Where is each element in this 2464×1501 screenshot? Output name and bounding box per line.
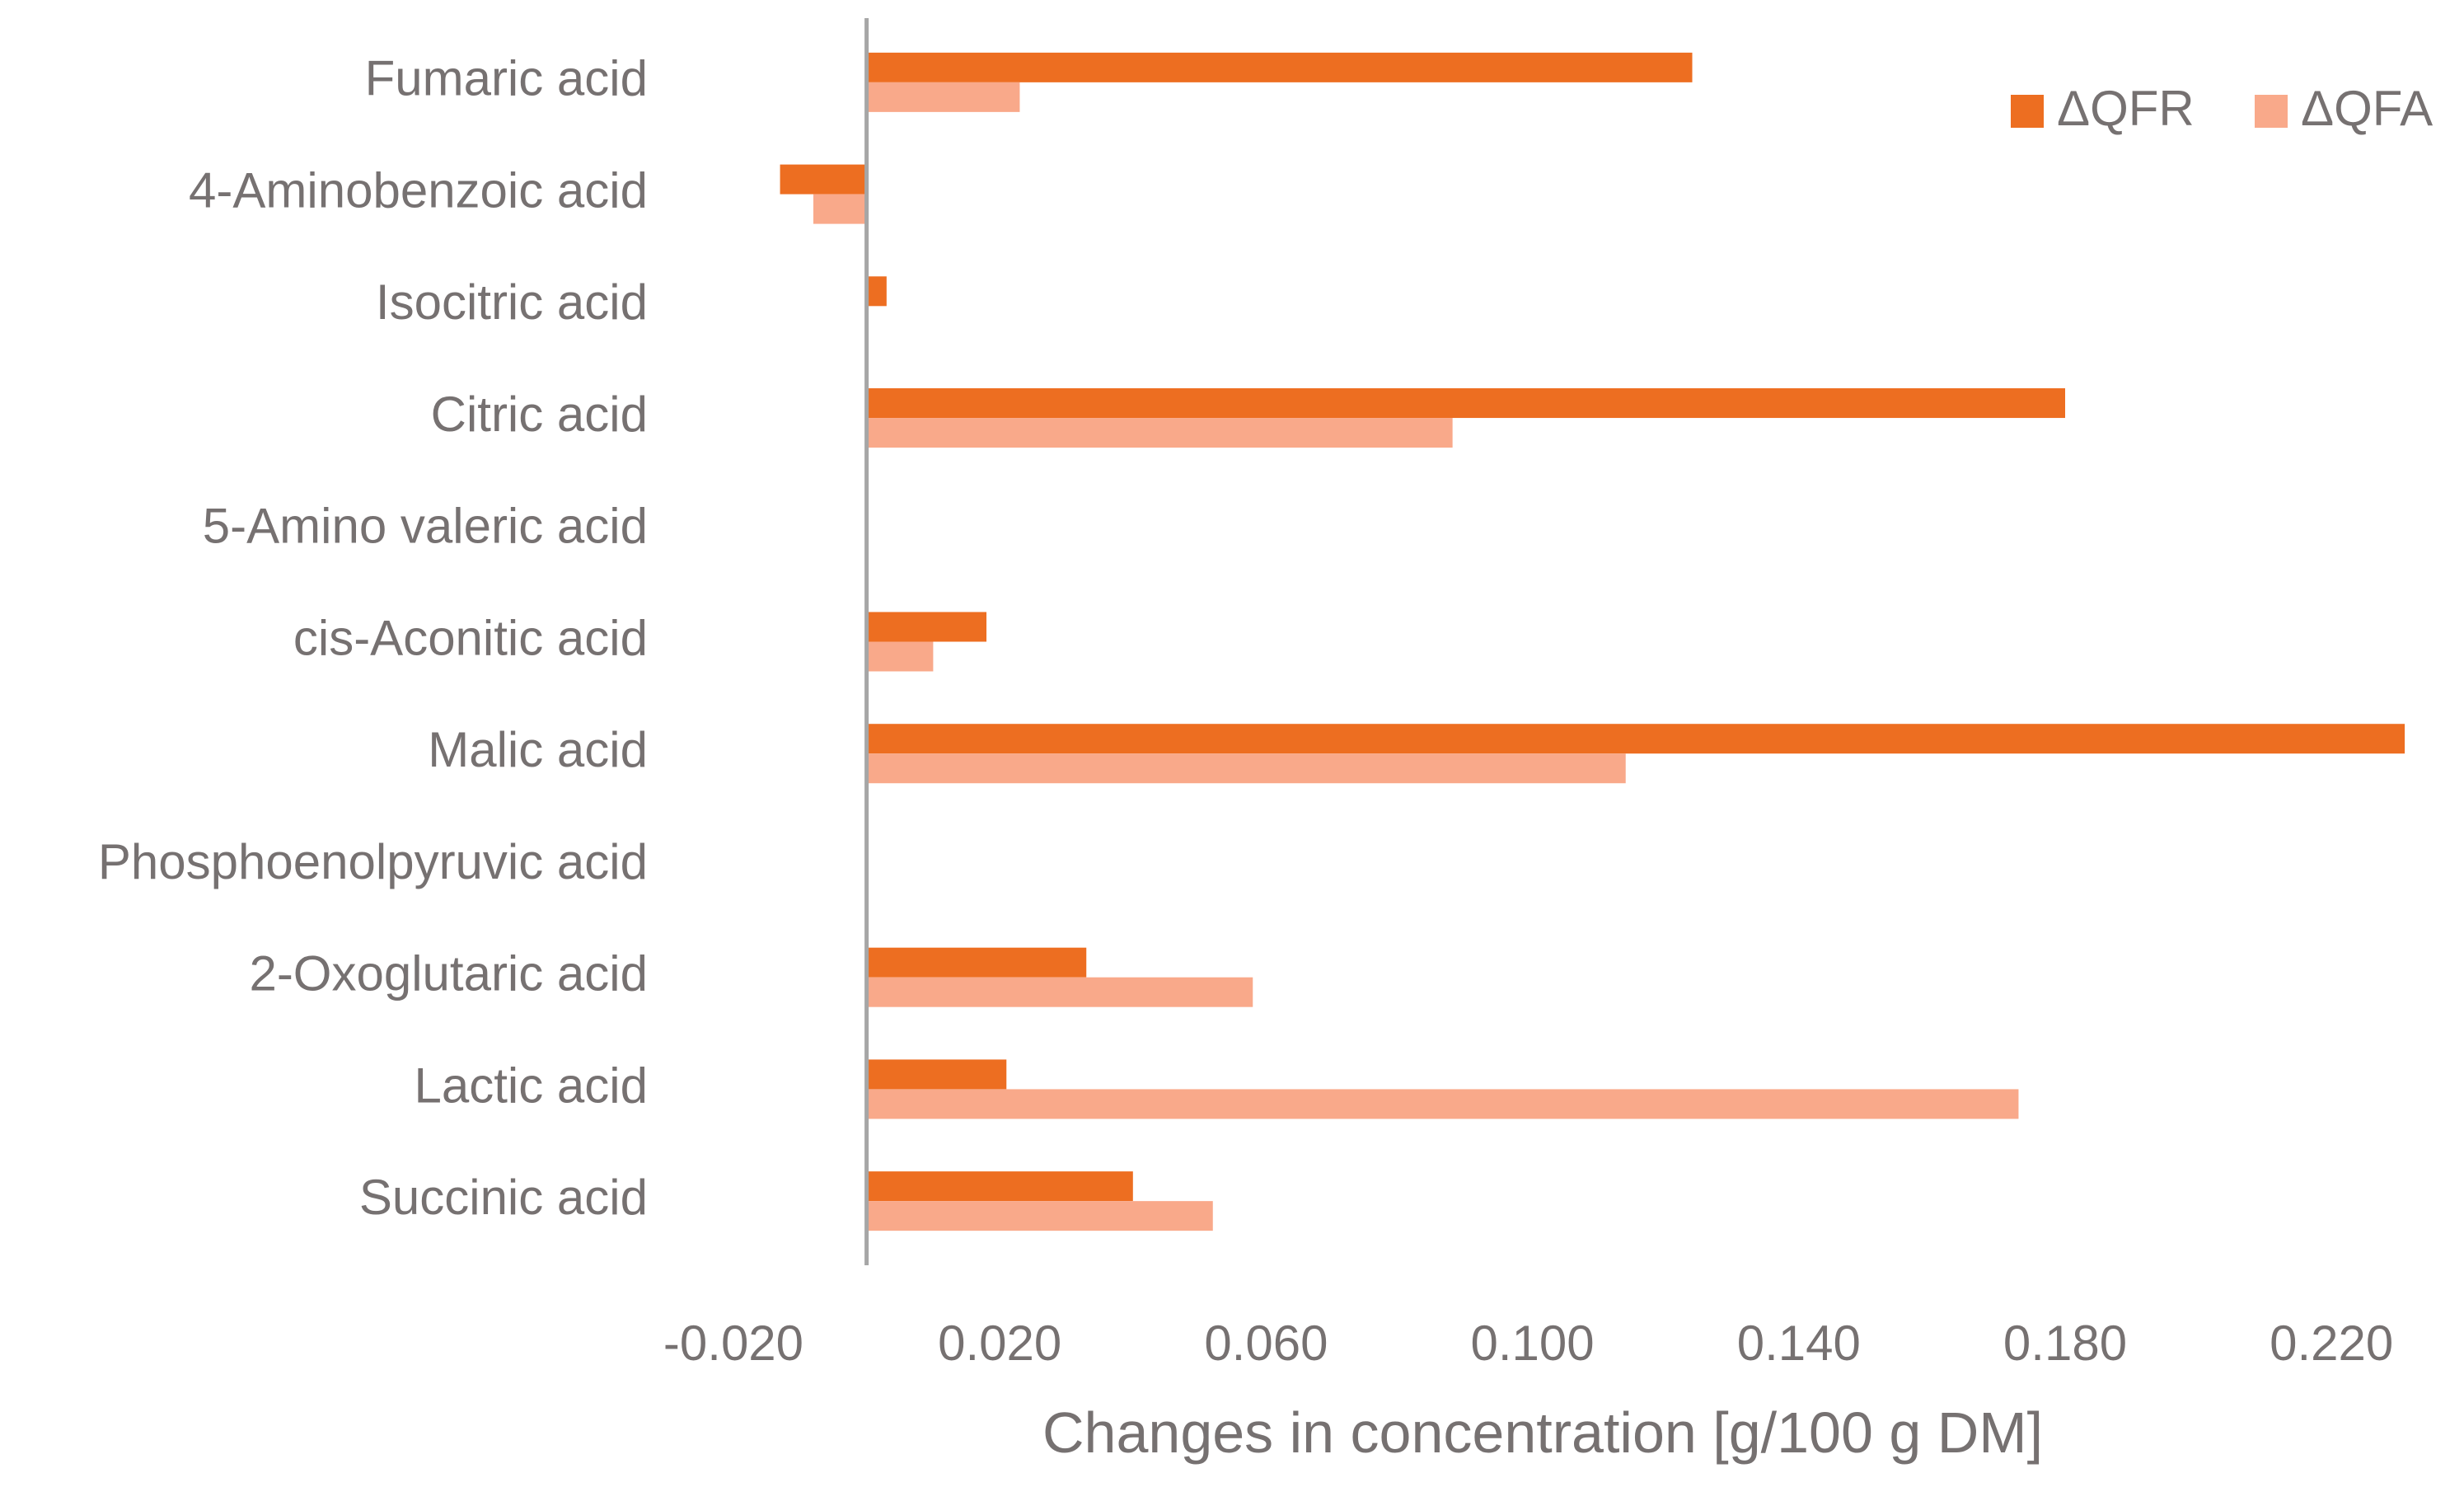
bar-qfr-8 bbox=[866, 947, 1087, 978]
legend-swatch-qfa bbox=[2255, 95, 2288, 128]
legend-label-qfr: ΔQFR bbox=[2057, 81, 2195, 136]
category-label: 4-Aminobenzoic acid bbox=[189, 162, 648, 218]
category-label: Fumaric acid bbox=[365, 51, 648, 106]
category-label: Phosphoenolpyruvic acid bbox=[98, 834, 648, 889]
x-tick-label: -0.020 bbox=[663, 1316, 803, 1371]
bars-layer bbox=[780, 52, 2405, 1231]
category-label: Citric acid bbox=[431, 387, 648, 442]
x-tick-label: 0.100 bbox=[1471, 1316, 1595, 1371]
x-tick-labels: -0.020 0.020 0.060 0.100 0.140 0.180 0.220 bbox=[663, 1316, 2393, 1371]
x-tick-label: 0.140 bbox=[1737, 1316, 1861, 1371]
bar-qfa-0 bbox=[866, 82, 1020, 112]
bar-qfa-1 bbox=[813, 194, 867, 224]
x-tick-label: 0.020 bbox=[938, 1316, 1061, 1371]
bar-qfr-6 bbox=[866, 724, 2405, 754]
bar-qfr-5 bbox=[866, 612, 987, 642]
category-label: 2-Oxoglutaric acid bbox=[249, 946, 648, 1001]
bar-qfa-9 bbox=[866, 1089, 2019, 1119]
bar-qfa-6 bbox=[866, 753, 1626, 784]
bar-qfa-5 bbox=[866, 641, 934, 672]
legend-label-qfa: ΔQFA bbox=[2301, 81, 2433, 136]
bar-qfr-0 bbox=[866, 52, 1693, 82]
bar-qfr-10 bbox=[866, 1171, 1133, 1202]
category-label: 5-Amino valeric acid bbox=[203, 499, 648, 554]
x-tick-label: 0.060 bbox=[1204, 1316, 1328, 1371]
x-axis-title: Changes in concentration [g/100 g DM] bbox=[1042, 1400, 2043, 1465]
category-label: Malic acid bbox=[428, 722, 648, 777]
category-label: cis-Aconitic acid bbox=[293, 610, 648, 665]
category-label: Lactic acid bbox=[415, 1058, 648, 1113]
bar-qfr-2 bbox=[866, 276, 887, 307]
legend-swatch-qfr bbox=[2011, 95, 2044, 128]
bar-qfa-10 bbox=[866, 1201, 1213, 1231]
bar-qfr-1 bbox=[780, 164, 867, 195]
legend: ΔQFR ΔQFA bbox=[2011, 81, 2433, 136]
x-tick-label: 0.180 bbox=[2003, 1316, 2127, 1371]
category-label: Isocitric acid bbox=[376, 274, 648, 330]
bar-qfr-9 bbox=[866, 1059, 1007, 1090]
category-label: Succinic acid bbox=[359, 1170, 648, 1225]
bar-qfr-3 bbox=[866, 388, 2065, 419]
bar-qfa-8 bbox=[866, 977, 1253, 1007]
x-tick-label: 0.220 bbox=[2270, 1316, 2393, 1371]
category-labels: Fumaric acid 4-Aminobenzoic acid Isocitric… bbox=[98, 51, 648, 1225]
bar-qfa-3 bbox=[866, 418, 1453, 448]
